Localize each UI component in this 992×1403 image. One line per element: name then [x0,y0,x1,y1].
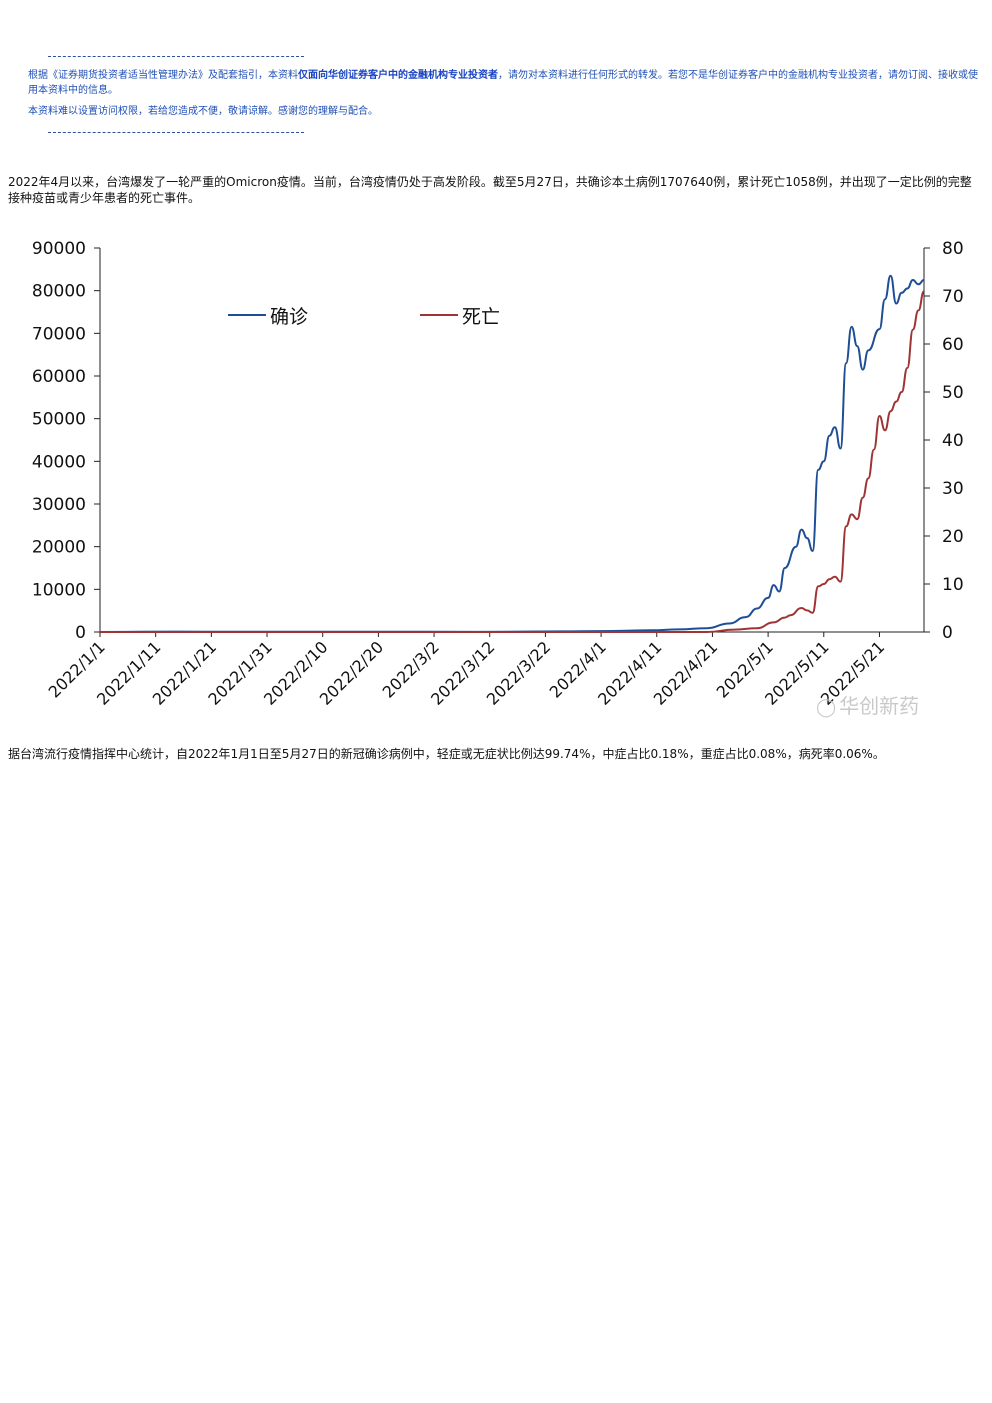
watermark-text: 华创新药 [839,694,920,718]
y-right-tick-label: 40 [942,431,964,451]
y-left-tick-label: 50000 [32,410,86,430]
y-left-tick-label: 40000 [32,452,86,472]
y-left-tick-label: 30000 [32,495,86,515]
y-left-tick-label: 70000 [32,324,86,344]
disclaimer-note: 本资料难以设置访问权限，若给您造成不便，敬请谅解。感谢您的理解与配合。 [8,104,980,119]
disclaimer-text-post: ，请勿对本资料进行任何形式的转发。若您不是华创证券客户中的金融机构专业投资者，请… [28,70,978,96]
covid-line-chart: 0 10000 20000 30000 40000 50000 60000 70000 8000… [32,239,964,709]
y-right-tick-label: 30 [942,479,964,499]
series-line-deaths [100,290,925,633]
y-left-tick-label: 60000 [32,367,86,387]
intro-paragraph: 2022年4月以来，台湾爆发了一轮严重的Omicron疫情。当前，台湾疫情仍处于… [8,175,972,205]
disclaimer-text-pre: 根据《证券期货投资者适当性管理办法》及配套指引，本资料 [28,70,298,81]
wechat-icon: ◯ [816,697,837,718]
y-right-tick-label: 60 [942,335,964,355]
stats-paragraph: 据台湾流行疫情指挥中心统计，自2022年1月1日至5月27日的新冠确诊病例中，轻… [8,747,885,761]
y-left-tick-label: 0 [75,623,86,643]
top-dashed-rule [48,56,304,57]
series-line-confirmed [99,274,925,633]
y-left-tick-label: 20000 [32,538,86,558]
y-left-tick-label: 10000 [32,580,86,600]
watermark: ◯ 华创新药 [816,690,919,719]
disclaimer-bold-text: 仅面向华创证券客户中的金融机构专业投资者 [298,70,498,81]
y-right-tick-label: 50 [942,383,964,403]
disclaimer-paragraph: 根据《证券期货投资者适当性管理办法》及配套指引，本资料仅面向华创证券客户中的金融… [8,68,980,98]
disclaimer-note-text: 本资料难以设置访问权限，若给您造成不便，敬请谅解。感谢您的理解与配合。 [28,106,378,117]
chart-legend: 确诊 死亡 [228,306,500,328]
y-right-tick-label: 20 [942,527,964,547]
y-left-tick-label: 80000 [32,282,86,302]
y-right-tick-label: 80 [942,239,964,259]
legend-label: 确诊 [270,306,308,328]
legend-label: 死亡 [462,306,500,328]
y-right-tick-label: 70 [942,287,964,307]
y-left-tick-label: 90000 [32,239,86,259]
y-right-tick-label: 10 [942,575,964,595]
bottom-dashed-rule [48,132,304,133]
y-right-tick-label: 0 [942,623,953,643]
chart-series [99,274,925,633]
